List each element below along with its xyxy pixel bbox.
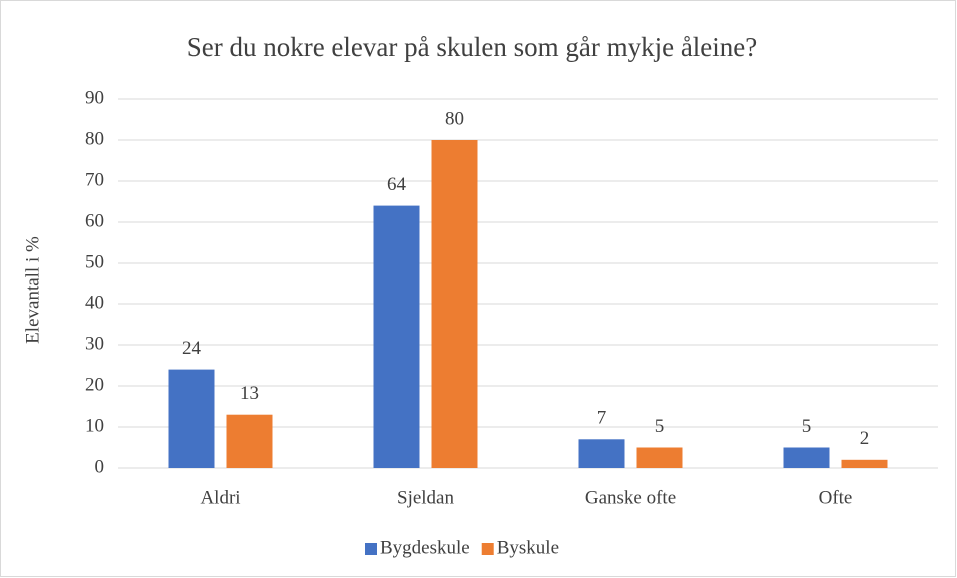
bar bbox=[636, 447, 683, 468]
data-label: 24 bbox=[182, 338, 202, 359]
data-label: 13 bbox=[240, 383, 259, 404]
bar bbox=[431, 140, 478, 468]
y-tick-label: 40 bbox=[85, 292, 104, 313]
bar bbox=[783, 447, 830, 468]
legend-swatch bbox=[365, 543, 377, 555]
y-tick-label: 80 bbox=[85, 128, 104, 149]
legend-label: Byskule bbox=[497, 537, 559, 558]
x-tick-label: Aldri bbox=[200, 487, 240, 508]
bar bbox=[373, 205, 420, 468]
y-tick-label: 60 bbox=[85, 210, 104, 231]
data-label: 64 bbox=[387, 174, 407, 195]
chart-title: Ser du nokre elevar på skulen som går my… bbox=[187, 32, 758, 62]
y-tick-label: 50 bbox=[85, 251, 104, 272]
y-tick-label: 70 bbox=[85, 169, 104, 190]
y-tick-label: 90 bbox=[85, 87, 104, 108]
data-label: 5 bbox=[802, 416, 812, 437]
x-tick-label: Ganske ofte bbox=[585, 487, 676, 508]
bar bbox=[226, 414, 273, 468]
x-tick-label: Sjeldan bbox=[397, 487, 454, 508]
y-tick-label: 20 bbox=[85, 374, 104, 395]
data-label: 5 bbox=[655, 416, 665, 437]
x-tick-label: Ofte bbox=[819, 487, 853, 508]
bar bbox=[168, 369, 215, 468]
bar bbox=[841, 459, 888, 468]
y-tick-label: 0 bbox=[95, 456, 105, 477]
data-label: 7 bbox=[597, 408, 607, 429]
data-label: 80 bbox=[445, 108, 464, 129]
y-tick-label: 30 bbox=[85, 333, 104, 354]
legend-swatch bbox=[481, 543, 494, 555]
y-axis-label: Elevantall i % bbox=[22, 236, 43, 344]
legend-label: Bygdeskule bbox=[380, 537, 470, 558]
y-tick-label: 10 bbox=[85, 415, 104, 436]
data-label: 2 bbox=[860, 428, 870, 449]
bar bbox=[578, 439, 625, 468]
